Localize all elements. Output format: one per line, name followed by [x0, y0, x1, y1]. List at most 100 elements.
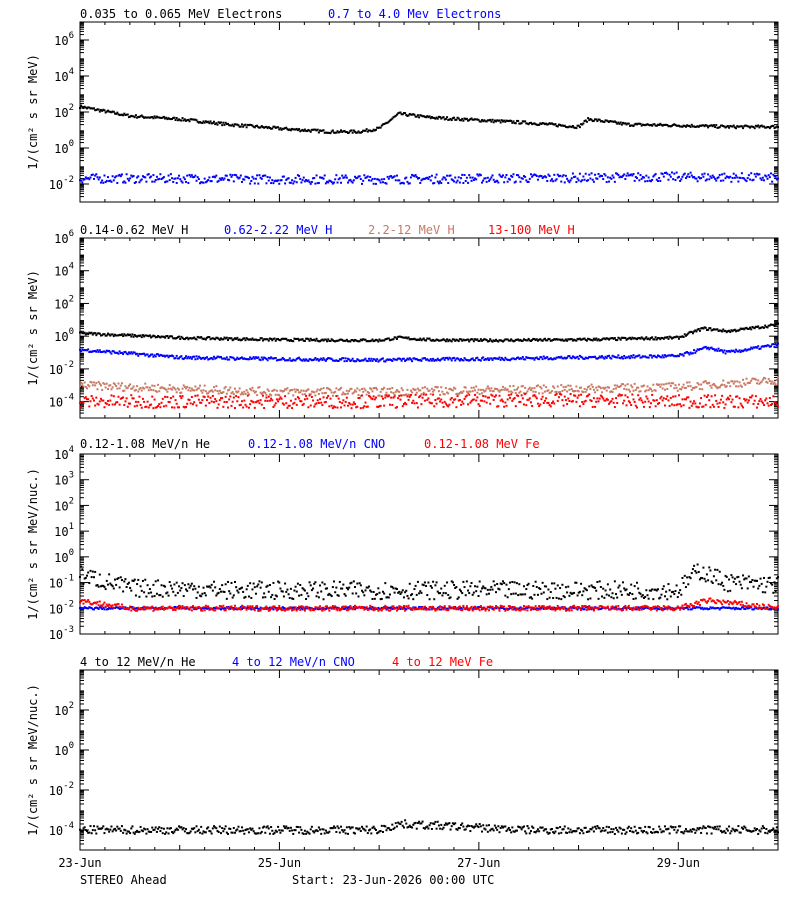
data-point [254, 338, 257, 341]
data-point [193, 336, 196, 339]
data-point [744, 348, 747, 351]
data-point [655, 124, 658, 127]
data-point [688, 175, 691, 178]
data-point [249, 338, 252, 341]
data-point [305, 337, 308, 340]
data-point [194, 385, 197, 388]
data-point [637, 172, 640, 175]
data-point [113, 176, 116, 179]
data-point [404, 591, 407, 594]
data-point [342, 391, 345, 394]
data-point [448, 118, 451, 121]
data-point [378, 394, 381, 397]
data-point [532, 122, 535, 125]
data-point [150, 403, 153, 406]
data-point [256, 394, 259, 397]
data-point [296, 337, 299, 340]
data-point [294, 398, 297, 401]
data-point [369, 129, 372, 132]
data-point [206, 121, 209, 124]
data-point [384, 122, 387, 125]
data-point [95, 382, 98, 385]
data-point [777, 126, 779, 129]
data-point [143, 608, 146, 611]
data-point [404, 112, 407, 115]
data-point [401, 113, 404, 116]
data-point [371, 597, 374, 600]
data-point [749, 396, 752, 399]
data-point [597, 356, 600, 359]
data-point [112, 179, 115, 182]
data-point [587, 357, 590, 360]
data-point [398, 335, 401, 338]
data-point [439, 180, 442, 183]
data-point [98, 400, 101, 403]
data-point [395, 338, 398, 341]
data-point [281, 402, 284, 405]
data-point [704, 580, 707, 583]
data-point [547, 389, 550, 392]
data-point [285, 402, 288, 405]
data-point [137, 608, 140, 611]
data-point [599, 356, 602, 359]
data-point [80, 406, 83, 409]
data-point [351, 339, 354, 342]
data-point [690, 388, 693, 391]
data-point [719, 349, 722, 352]
data-point [251, 588, 254, 591]
data-point [99, 351, 102, 354]
data-point [732, 580, 735, 583]
data-point [293, 388, 296, 391]
data-point [237, 358, 240, 361]
data-point [521, 339, 524, 342]
data-point [292, 128, 295, 131]
data-point [658, 176, 661, 179]
data-point [608, 120, 611, 123]
data-point [524, 175, 527, 178]
data-point [688, 576, 691, 579]
data-point [491, 394, 494, 397]
data-point [326, 358, 329, 361]
data-point [251, 175, 254, 178]
data-point [474, 177, 477, 180]
data-point [675, 403, 678, 406]
data-point [489, 118, 492, 121]
data-point [483, 400, 486, 403]
data-point [601, 355, 604, 358]
data-point [546, 401, 549, 404]
data-point [289, 359, 292, 362]
data-point [314, 357, 317, 360]
data-point [740, 587, 743, 590]
data-point [181, 395, 184, 398]
data-point [674, 123, 677, 126]
legend-label-he-low: 0.12-1.08 MeV/n He [80, 437, 210, 451]
data-point [208, 357, 211, 360]
data-point [231, 339, 234, 342]
data-point [521, 384, 524, 387]
data-point [351, 392, 354, 395]
data-point [661, 354, 664, 357]
data-point [659, 397, 662, 400]
data-point [356, 387, 359, 390]
data-point [610, 177, 613, 180]
data-point [406, 180, 409, 183]
data-point [352, 360, 355, 363]
data-point [250, 338, 253, 341]
data-point [724, 352, 727, 355]
data-point [179, 178, 182, 181]
data-point [134, 594, 137, 597]
data-point [535, 175, 538, 178]
data-point [722, 401, 725, 404]
data-point [701, 173, 704, 176]
data-point [106, 399, 109, 402]
data-point [321, 392, 324, 395]
data-point [253, 126, 256, 129]
data-point [236, 391, 239, 394]
data-point [536, 402, 539, 405]
data-point [752, 346, 755, 349]
data-point [333, 405, 336, 408]
data-point [514, 180, 517, 183]
data-point [249, 123, 252, 126]
data-point [274, 594, 277, 597]
data-point [146, 353, 149, 356]
